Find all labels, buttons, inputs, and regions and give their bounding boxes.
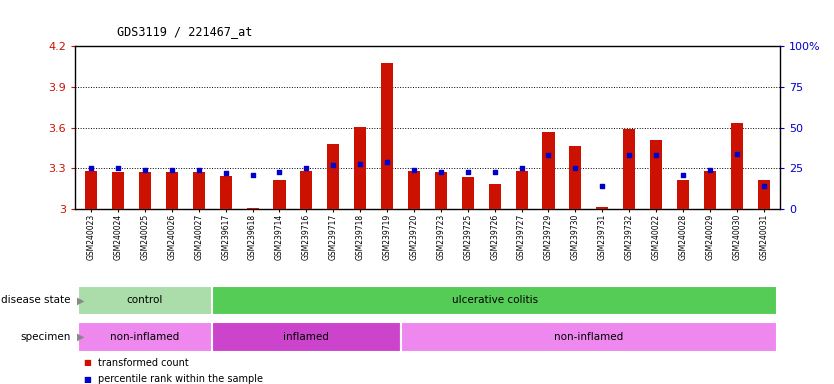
Bar (408, 170, 420, 209)
Point (515, 166, 528, 172)
Text: ▶: ▶ (77, 295, 84, 306)
Bar (112, 172, 124, 209)
Point (569, 166, 582, 172)
Point (219, 170, 233, 177)
Bar (757, 180, 770, 209)
Point (488, 169, 501, 175)
Point (622, 152, 636, 159)
Bar (596, 207, 608, 209)
Point (273, 169, 286, 175)
Bar (85, 170, 98, 209)
Point (354, 161, 367, 167)
Bar (542, 132, 555, 209)
Text: specimen: specimen (21, 332, 71, 342)
Point (84, 166, 98, 172)
Bar (212, 286, 777, 315)
Point (435, 169, 448, 175)
Bar (166, 172, 178, 209)
Point (730, 151, 743, 157)
Text: inflamed: inflamed (284, 332, 329, 342)
Bar (650, 140, 662, 209)
Bar (570, 146, 581, 209)
Point (380, 159, 394, 165)
Point (327, 162, 340, 168)
Point (676, 172, 690, 178)
Point (299, 166, 313, 172)
Point (192, 167, 205, 173)
Text: ▶: ▶ (77, 332, 84, 342)
Text: non-inflamed: non-inflamed (554, 332, 624, 342)
Bar (78, 322, 212, 352)
Text: percentile rank within the sample: percentile rank within the sample (98, 374, 264, 384)
Bar (400, 322, 777, 352)
Text: control: control (127, 295, 163, 306)
Bar (212, 322, 400, 352)
Bar (78, 286, 212, 315)
Bar (219, 175, 232, 209)
Bar (354, 127, 366, 209)
Point (595, 184, 609, 190)
Bar (193, 172, 205, 209)
Bar (515, 170, 528, 209)
Bar (623, 129, 636, 209)
Text: ■: ■ (83, 374, 91, 384)
Bar (381, 63, 393, 209)
Bar (327, 144, 339, 209)
Bar (677, 180, 689, 209)
Point (138, 167, 152, 173)
Text: GDS3119 / 221467_at: GDS3119 / 221467_at (117, 25, 252, 38)
Bar (462, 177, 474, 209)
Bar (139, 172, 151, 209)
Text: transformed count: transformed count (98, 358, 189, 368)
Point (165, 167, 178, 173)
Point (461, 169, 475, 175)
Text: non-inflamed: non-inflamed (110, 332, 179, 342)
Bar (731, 123, 743, 209)
Bar (274, 180, 285, 209)
Bar (704, 170, 716, 209)
Point (542, 152, 555, 159)
Text: ulcerative colitis: ulcerative colitis (451, 295, 538, 306)
Point (757, 184, 771, 190)
Bar (489, 184, 500, 209)
Bar (435, 172, 447, 209)
Point (112, 166, 125, 172)
Point (246, 172, 259, 178)
Text: ■: ■ (83, 358, 91, 367)
Point (703, 167, 716, 173)
Text: disease state: disease state (2, 295, 71, 306)
Point (650, 152, 663, 159)
Bar (300, 170, 313, 209)
Bar (247, 208, 259, 209)
Point (407, 167, 420, 173)
